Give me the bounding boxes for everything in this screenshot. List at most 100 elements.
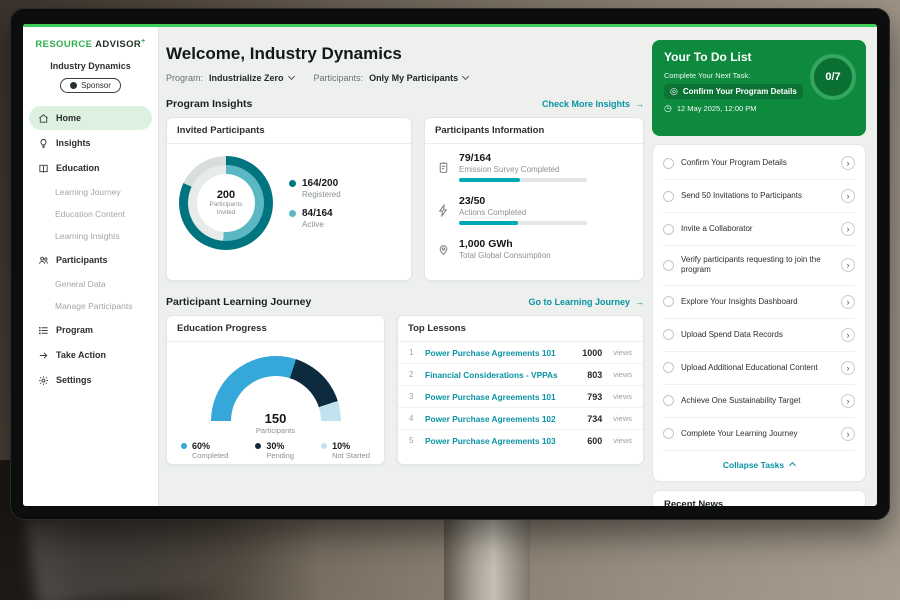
due-date: 12 May 2025, 12:00 PM — [677, 104, 757, 113]
info-value: 79/164 — [459, 152, 587, 164]
sidebar-item-label: Education — [56, 163, 100, 173]
donut-center-label: Participants Invited — [204, 201, 248, 216]
collapse-label: Collapse Tasks — [723, 460, 784, 470]
sidebar-item-participants[interactable]: Participants — [29, 248, 152, 272]
legend-item: 10% Not Started — [321, 441, 370, 460]
arrow-right-icon: → — [635, 99, 644, 109]
legend-item: 30% Pending — [255, 441, 294, 460]
views-word: views — [613, 436, 632, 445]
chevron-right-icon[interactable]: › — [841, 394, 855, 408]
sidebar-item-label: Program — [56, 325, 93, 335]
home-icon — [38, 113, 49, 124]
progress-bar — [459, 221, 587, 225]
arrow-right-icon: → — [635, 297, 644, 307]
chevron-right-icon[interactable]: › — [841, 427, 855, 441]
sidebar-item-education[interactable]: Education — [29, 156, 152, 180]
sidebar-item-education-content[interactable]: Education Content — [29, 203, 152, 225]
task-row[interactable]: Upload Spend Data Records › — [663, 319, 855, 352]
collapse-tasks-button[interactable]: Collapse Tasks — [663, 451, 855, 479]
task-row[interactable]: Invite a Collaborator › — [663, 213, 855, 246]
sidebar-item-learning-insights[interactable]: Learning Insights — [29, 225, 152, 247]
task-row[interactable]: Complete Your Learning Journey › — [663, 418, 855, 451]
lesson-link[interactable]: Financial Considerations - VPPAs — [425, 370, 579, 380]
arrow-icon — [38, 350, 49, 361]
invited-legend-dot — [289, 210, 296, 217]
sidebar-item-program[interactable]: Program — [29, 318, 152, 342]
lesson-link[interactable]: Power Purchase Agreements 102 — [425, 414, 579, 424]
chevron-right-icon[interactable]: › — [841, 222, 855, 236]
sidebar-item-settings[interactable]: Settings — [29, 368, 152, 392]
tasks-list-card: Confirm Your Program Details › Send 50 I… — [652, 144, 866, 482]
invited-legend-dot — [289, 180, 296, 187]
task-checkbox[interactable] — [663, 395, 674, 406]
chevron-right-icon[interactable]: › — [841, 156, 855, 170]
task-row[interactable]: Send 50 Invitations to Participants › — [663, 180, 855, 213]
legend-item: 84/164 Active — [289, 208, 341, 229]
lesson-views: 803 — [587, 370, 602, 380]
task-label: Complete Your Learning Journey — [681, 429, 834, 439]
sidebar-item-learning-journey[interactable]: Learning Journey — [29, 181, 152, 203]
legend-label: Completed — [192, 451, 228, 460]
logo-resource: RESOURCE — [35, 39, 92, 50]
app-logo: RESOURCE ADVISOR+ — [23, 24, 158, 50]
task-checkbox[interactable] — [663, 296, 674, 307]
chevron-right-icon[interactable]: › — [841, 189, 855, 203]
lesson-row: 2 Financial Considerations - VPPAs 803 v… — [398, 364, 643, 386]
task-row[interactable]: Upload Additional Educational Content › — [663, 352, 855, 385]
program-filter-select[interactable]: Industrialize Zero — [209, 73, 294, 83]
sidebar-item-label: Take Action — [56, 350, 106, 360]
task-checkbox[interactable] — [663, 362, 674, 373]
task-checkbox[interactable] — [663, 191, 674, 202]
logo-plus: + — [141, 38, 146, 45]
sidebar-item-label: Education Content — [55, 209, 125, 219]
check-more-insights-link[interactable]: Check More Insights → — [542, 99, 644, 109]
task-checkbox[interactable] — [663, 158, 674, 169]
lesson-link[interactable]: Power Purchase Agreements 103 — [425, 436, 579, 446]
sidebar-item-general-data[interactable]: General Data — [29, 273, 152, 295]
chevron-right-icon[interactable]: › — [841, 328, 855, 342]
chevron-right-icon[interactable]: › — [841, 361, 855, 375]
learning-journey-header: Participant Learning Journey Go to Learn… — [166, 296, 644, 308]
chevron-up-icon — [789, 462, 796, 469]
participants-filter-select[interactable]: Only My Participants — [369, 73, 468, 83]
learning-cards-row: Education Progress 150 Participants 60% — [166, 315, 644, 465]
task-checkbox[interactable] — [663, 428, 674, 439]
go-to-learning-journey-link[interactable]: Go to Learning Journey → — [528, 297, 644, 307]
task-row[interactable]: Verify participants requesting to join t… — [663, 246, 855, 286]
task-checkbox[interactable] — [663, 329, 674, 340]
lesson-link[interactable]: Power Purchase Agreements 101 — [425, 348, 574, 358]
recent-news-title: Recent News — [664, 499, 723, 506]
sidebar-item-home[interactable]: Home — [29, 106, 152, 130]
clipboard-icon — [437, 161, 450, 174]
task-checkbox[interactable] — [663, 260, 674, 271]
task-checkbox[interactable] — [663, 224, 674, 235]
lesson-link[interactable]: Power Purchase Agreements 101 — [425, 392, 579, 402]
chevron-right-icon[interactable]: › — [841, 258, 855, 272]
legend-label: Pending — [266, 451, 294, 460]
target-icon: ◎ — [670, 87, 678, 96]
link-label: Check More Insights — [542, 99, 630, 109]
sidebar-item-insights[interactable]: Insights — [29, 131, 152, 155]
next-task-pill[interactable]: ◎ Confirm Your Program Details — [664, 84, 803, 99]
gauge-center-label: Participants — [211, 426, 341, 435]
task-label: Send 50 Invitations to Participants — [681, 191, 834, 201]
sidebar-item-label: General Data — [55, 279, 106, 289]
main-content: Welcome, Industry Dynamics Program: Indu… — [166, 24, 644, 465]
legend-value: 84/164 — [302, 208, 333, 219]
task-row[interactable]: Explore Your Insights Dashboard › — [663, 286, 855, 319]
info-value: 1,000 GWh — [459, 238, 551, 250]
invited-donut-inner-ring: 200 Participants Invited — [188, 165, 264, 241]
sidebar-item-take-action[interactable]: Take Action — [29, 343, 152, 367]
sponsor-icon — [70, 82, 77, 89]
sidebar-item-manage-participants[interactable]: Manage Participants — [29, 295, 152, 317]
book-icon — [38, 163, 49, 174]
lesson-views: 1000 — [582, 348, 602, 358]
program-insights-header: Program Insights Check More Insights → — [166, 98, 644, 110]
task-row[interactable]: Confirm Your Program Details › — [663, 147, 855, 180]
list-icon — [38, 325, 49, 336]
recent-news-header[interactable]: Recent News — [652, 490, 866, 506]
progress-fill — [459, 221, 518, 225]
task-row[interactable]: Achieve One Sustainability Target › — [663, 385, 855, 418]
info-row-actions: 23/50 Actions Completed — [425, 187, 643, 230]
chevron-right-icon[interactable]: › — [841, 295, 855, 309]
